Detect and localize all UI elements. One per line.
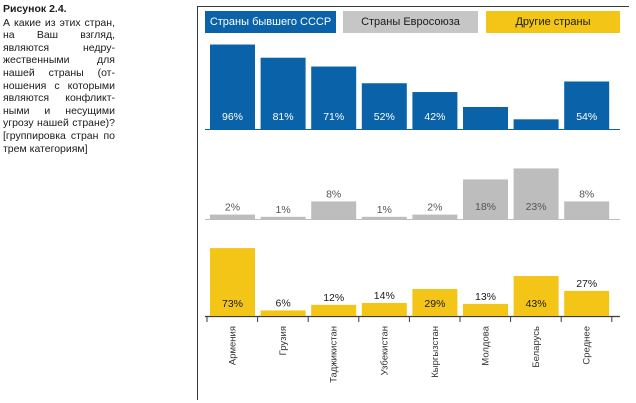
category-label-5: Кыргызстан [430, 326, 441, 378]
bar-3-5 [412, 289, 458, 316]
bar-2-5 [412, 214, 458, 219]
bar-3-3 [311, 304, 357, 316]
bar-3-2 [260, 310, 306, 316]
bar-label-2-8: 8% [579, 188, 594, 200]
bar-1-1 [210, 44, 255, 129]
bar-2-6 [463, 179, 508, 219]
figure-caption: Рисунок 2.4. А какие из этих стран, на В… [3, 3, 115, 155]
bar-2-8 [564, 201, 610, 219]
bar-label-2-2: 1% [276, 204, 291, 216]
bar-label-3-8: 27% [576, 278, 597, 290]
bar-label-2-4: 1% [377, 204, 392, 216]
bar-1-4 [361, 83, 407, 129]
bar-label-2-1: 2% [225, 202, 240, 214]
bar-1-8 [564, 81, 610, 129]
category-label-7: Беларусь [531, 326, 542, 368]
bar-3-8 [564, 290, 610, 316]
bar-2-7 [513, 168, 559, 219]
bar-label-1-3: 71% [323, 111, 344, 123]
bar-label-3-4: 14% [374, 290, 395, 302]
figure-number: Рисунок 2.4. [3, 3, 67, 15]
bar-label-2-5: 2% [427, 202, 442, 214]
bar-label-1-7: 11% [526, 106, 546, 118]
bar-label-1-5: 42% [424, 111, 445, 123]
bar-label-3-1: 73% [222, 298, 243, 310]
bar-label-2-7: 23% [526, 201, 547, 213]
bar-1-5 [412, 92, 458, 129]
legend-ussr: Страны бывшего СССР [205, 11, 336, 33]
bar-label-3-6: 13% [475, 291, 496, 303]
bar-2-3 [311, 201, 357, 219]
category-label-1: Армения [228, 326, 239, 365]
bar-2-4 [361, 216, 407, 219]
bar-label-1-2: 81% [273, 111, 294, 123]
bar-label-3-7: 43% [526, 298, 547, 310]
category-label-3: Таджикистан [329, 326, 340, 383]
legend-eu: Страны Евросоюза [343, 11, 478, 33]
category-label-4: Узбекистан [379, 326, 390, 375]
frame-top-line [197, 6, 629, 7]
legend-other: Другие страны [486, 11, 620, 33]
bar-3-6 [463, 303, 508, 316]
bar-1-2 [260, 57, 306, 129]
bar-2-1 [210, 214, 255, 219]
bar-label-2-6: 18% [475, 201, 496, 213]
bar-3-4 [361, 302, 407, 316]
figure-question: А какие из этих стран, на Ваш взгляд, яв… [3, 16, 115, 155]
bar-1-6 [463, 107, 508, 129]
bar-3-7 [513, 276, 559, 316]
bar-label-1-4: 52% [374, 111, 395, 123]
frame-left-line [197, 6, 198, 400]
category-label-2: Грузия [278, 326, 289, 355]
category-label-8: Среднее [582, 326, 593, 365]
bar-1-3 [311, 66, 357, 129]
bar-label-1-6: 25% [475, 94, 496, 106]
bar-label-1-1: 96% [222, 111, 243, 123]
bar-3-1 [210, 248, 255, 316]
bar-label-3-3: 12% [323, 292, 344, 304]
bar-label-3-5: 29% [424, 298, 445, 310]
bar-label-2-3: 8% [326, 188, 341, 200]
bar-2-2 [260, 216, 306, 219]
category-label-6: Молдова [481, 325, 492, 365]
bar-label-3-2: 6% [276, 297, 291, 309]
bar-label-1-8: 54% [576, 111, 597, 123]
bar-1-7 [513, 119, 559, 129]
